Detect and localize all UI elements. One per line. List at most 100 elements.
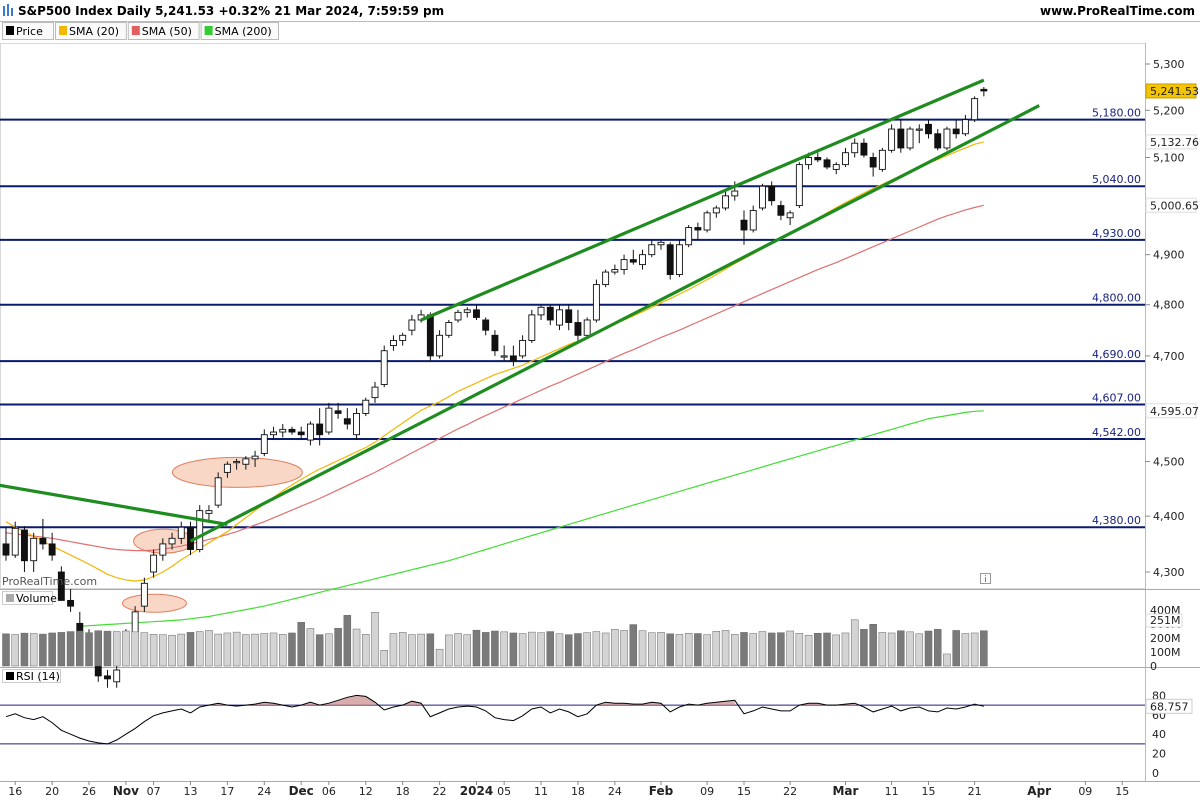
candle [583, 317, 591, 338]
site-url: www.ProRealTime.com [1040, 4, 1195, 18]
time-tick-label: Mar [832, 784, 858, 798]
candle [140, 577, 148, 612]
candle [629, 249, 637, 265]
volume-bar [85, 632, 93, 667]
rsi-label-box [2, 669, 61, 683]
candle [196, 505, 204, 553]
volume-bar [48, 632, 56, 667]
time-tick-label: 11 [534, 785, 548, 798]
candle [371, 381, 379, 403]
candle-body [131, 611, 139, 636]
candle-body [980, 88, 988, 92]
candle-body [67, 599, 75, 607]
volume-bar [731, 634, 739, 667]
volume-label: Volume [16, 592, 57, 605]
svg-text:i: i [984, 575, 987, 585]
candle [620, 254, 628, 275]
time-tick-label: 09 [1078, 785, 1092, 798]
candle [934, 129, 942, 151]
legend-item [55, 22, 127, 40]
candle [897, 119, 905, 153]
candle-body [399, 334, 407, 341]
candle [445, 319, 453, 338]
candle-body [814, 157, 822, 161]
volume-bar [564, 634, 573, 667]
candle [104, 670, 111, 688]
trend-channel [0, 78, 1040, 543]
candle-body [878, 149, 886, 170]
candle [851, 138, 859, 158]
candle-body [629, 259, 637, 263]
candle [463, 307, 471, 318]
volume-bar [159, 634, 167, 667]
legend-item [2, 22, 54, 40]
candle [30, 532, 38, 572]
time-tick-label: 07 [147, 785, 161, 798]
level-label: 5,180.00 [1092, 107, 1141, 120]
chart-title: S&P500 Index Daily 5,241.53 +0.32% 21 Ma… [18, 4, 444, 18]
candle [150, 549, 158, 578]
price-tag-label: 5,000.65 [1150, 199, 1199, 212]
candle [233, 458, 241, 470]
candle-body [703, 212, 711, 231]
candle [362, 397, 370, 417]
time-tick-label: 05 [497, 785, 511, 798]
candle-body [620, 259, 628, 271]
volume-bar [583, 632, 591, 667]
candle-body [260, 434, 268, 454]
level-label: 4,800.00 [1092, 292, 1141, 305]
time-tick-label: 24 [257, 785, 271, 798]
price-tick-label: 4,900 [1153, 249, 1185, 262]
volume-bar [122, 630, 130, 667]
volume-bar [408, 634, 416, 667]
level-label: 4,690.00 [1092, 348, 1141, 361]
volume-bar [11, 634, 19, 667]
candle [795, 162, 803, 208]
volume-bar [721, 630, 730, 667]
candle [21, 526, 28, 572]
candle [722, 191, 729, 211]
candle-body [943, 128, 951, 149]
time-tick-label: 18 [396, 785, 410, 798]
volume-bar [491, 630, 499, 667]
channel-line [189, 104, 1040, 543]
candle-body [11, 527, 19, 556]
volume-bar [694, 633, 702, 667]
candle [639, 249, 646, 270]
candle-body [712, 207, 720, 214]
price-tag-label: 5,241.53 [1150, 85, 1199, 98]
candle-body [233, 461, 241, 464]
info-icon[interactable]: i [980, 573, 991, 586]
volume-bar [758, 631, 767, 667]
volume-bar [242, 634, 250, 667]
legend-swatch [59, 26, 67, 35]
volume-bar [592, 631, 601, 667]
volume-bar [841, 632, 850, 667]
candle-body [205, 510, 213, 514]
candle [749, 205, 757, 233]
volume-bar [915, 633, 924, 667]
time-tick-label: 13 [184, 785, 198, 798]
candle [685, 225, 693, 248]
channel-line [0, 483, 228, 527]
volume-bar [232, 631, 241, 667]
candle [952, 119, 960, 139]
candle [260, 429, 268, 457]
candle-body [694, 227, 702, 231]
candle-body [177, 526, 185, 539]
legend-label: Price [16, 25, 43, 38]
level-label: 5,040.00 [1092, 173, 1141, 186]
horizontal-levels: 5,180.00 5,040.00 4,930.00 4,800.00 4,690.00… [0, 107, 1145, 529]
price-tick-label: 4,300 [1153, 566, 1185, 579]
volume-bar [352, 628, 361, 667]
candle [823, 157, 831, 170]
candle [971, 96, 979, 122]
candle [242, 456, 250, 470]
volume-bar [657, 632, 665, 667]
level-label: 4,930.00 [1092, 227, 1141, 240]
candle-body [463, 309, 471, 313]
volume-swatch [6, 594, 14, 602]
candle-body [390, 339, 397, 347]
candle [380, 345, 388, 388]
